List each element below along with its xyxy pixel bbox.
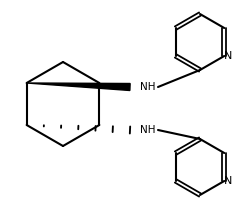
Text: NH: NH xyxy=(140,82,155,92)
Text: N: N xyxy=(223,176,232,186)
Text: NH: NH xyxy=(140,125,155,135)
Text: N: N xyxy=(223,51,232,61)
Polygon shape xyxy=(26,83,130,90)
